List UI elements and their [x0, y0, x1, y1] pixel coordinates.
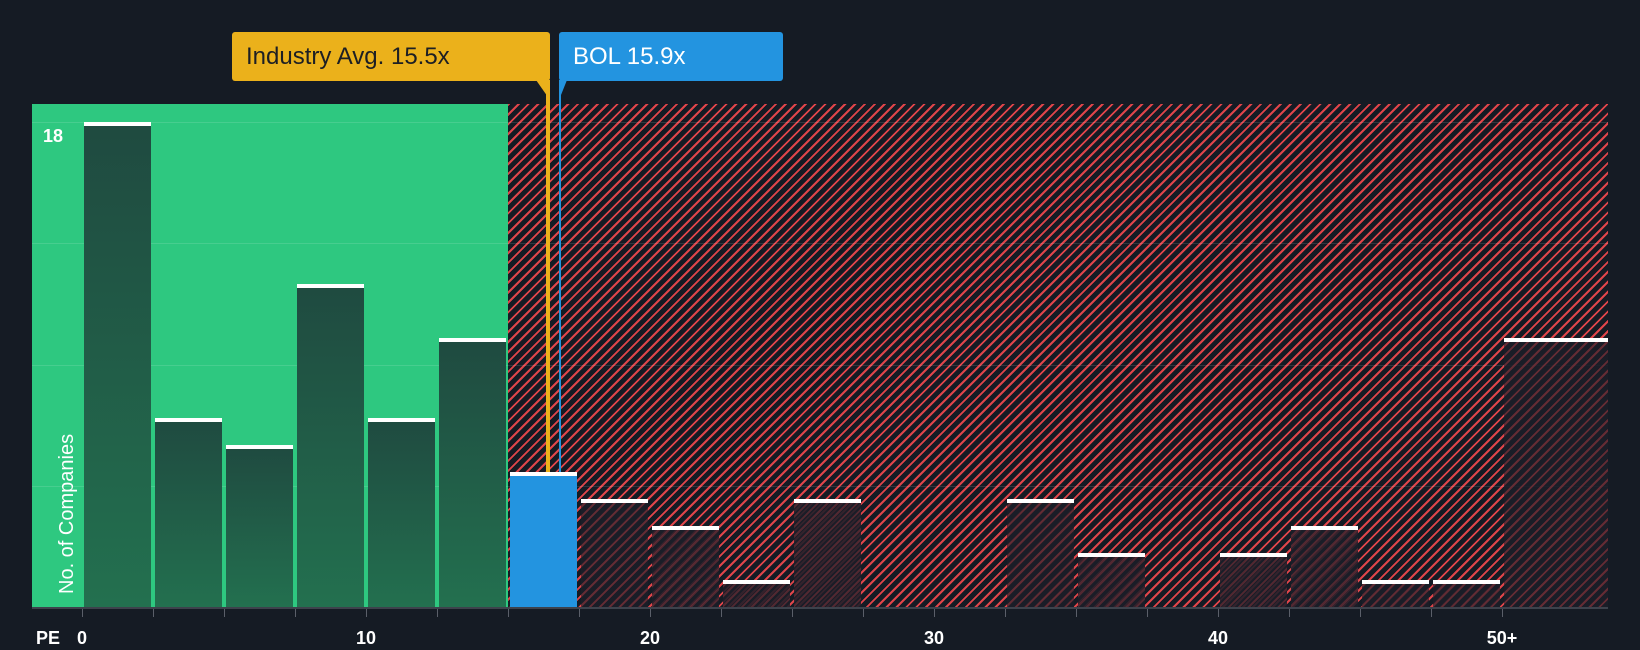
company-tag-pointer: [559, 80, 567, 100]
x-tick-label: 10: [355, 628, 377, 648]
bar-cap: [652, 526, 719, 531]
x-tick: [295, 609, 296, 617]
histogram-bar: [439, 337, 506, 607]
x-tick: [1218, 609, 1219, 617]
industry-average-tag: Industry Avg. 15.5x: [232, 32, 550, 81]
company-pe-line: [559, 82, 561, 473]
industry-tag-pointer: [536, 80, 550, 100]
x-tick: [863, 609, 864, 617]
bar-cap: [1362, 580, 1429, 585]
histogram-bar: [652, 526, 719, 607]
bar-cap: [297, 283, 364, 288]
bar-cap: [581, 499, 648, 504]
x-tick-label: 30: [923, 628, 945, 648]
bar-cap: [155, 418, 222, 423]
bar-cap: [439, 337, 506, 342]
histogram-bar: [1291, 526, 1358, 607]
x-tick: [1076, 609, 1077, 617]
x-axis-line: [32, 607, 1608, 609]
bar-cap: [794, 499, 861, 504]
histogram-bar: [1007, 499, 1074, 607]
x-tick: [366, 609, 367, 617]
histogram-bar: [510, 472, 577, 607]
x-tick-label: 40: [1207, 628, 1229, 648]
histogram-bar: [1504, 337, 1608, 608]
x-tick: [437, 609, 438, 617]
histogram-bar: [226, 445, 293, 607]
x-tick: [579, 609, 580, 617]
gridline: [32, 122, 1608, 123]
gridline: [32, 485, 1608, 487]
x-tick: [792, 609, 793, 617]
histogram-bar: [297, 283, 364, 607]
bar-cap: [1504, 337, 1608, 342]
y-axis-label: No. of Companies: [56, 433, 78, 594]
x-tick: [721, 609, 722, 617]
bar-cap: [1007, 499, 1074, 504]
bar-cap: [226, 445, 293, 450]
histogram-bar: [1220, 553, 1287, 607]
x-tick: [1147, 609, 1148, 617]
x-tick: [1289, 609, 1290, 617]
x-tick: [508, 609, 509, 617]
bar-cap: [1291, 526, 1358, 531]
x-tick-label: 50+: [1486, 628, 1518, 648]
x-tick: [1005, 609, 1006, 617]
x-axis-title: PE: [36, 628, 61, 648]
histogram-bar: [1078, 553, 1145, 607]
histogram-bar: [723, 580, 790, 607]
bar-cap: [1433, 580, 1500, 585]
histogram-bar: [794, 499, 861, 607]
x-tick: [153, 609, 154, 617]
histogram-bar: [1362, 580, 1429, 607]
histogram-bar: [368, 418, 435, 607]
x-tick: [1431, 609, 1432, 617]
x-tick: [934, 609, 935, 617]
industry-average-line: [546, 82, 550, 473]
histogram-bar: [84, 122, 151, 607]
x-tick-label: 0: [76, 628, 88, 648]
histogram-bar: [581, 499, 648, 607]
gridline: [32, 243, 1608, 245]
x-tick: [82, 609, 83, 617]
x-tick: [224, 609, 225, 617]
x-tick: [650, 609, 651, 617]
company-pe-label: BOL 15.9x: [573, 43, 686, 70]
x-tick: [1360, 609, 1361, 617]
bar-cap: [1078, 553, 1145, 558]
industry-average-label: Industry Avg. 15.5x: [246, 43, 450, 70]
histogram-bar: [155, 418, 222, 607]
bar-cap: [84, 122, 151, 126]
y-max-label: 18: [43, 126, 64, 146]
gridline: [32, 364, 1608, 366]
histogram-bar: [1433, 580, 1500, 607]
bar-cap: [510, 472, 577, 477]
x-tick: [1502, 609, 1503, 617]
x-tick-label: 20: [639, 628, 661, 648]
chart-plot-area: [32, 104, 1608, 608]
bar-cap: [723, 580, 790, 585]
bar-cap: [1220, 553, 1287, 558]
company-pe-tag: BOL 15.9x: [559, 32, 783, 81]
bar-cap: [368, 418, 435, 423]
